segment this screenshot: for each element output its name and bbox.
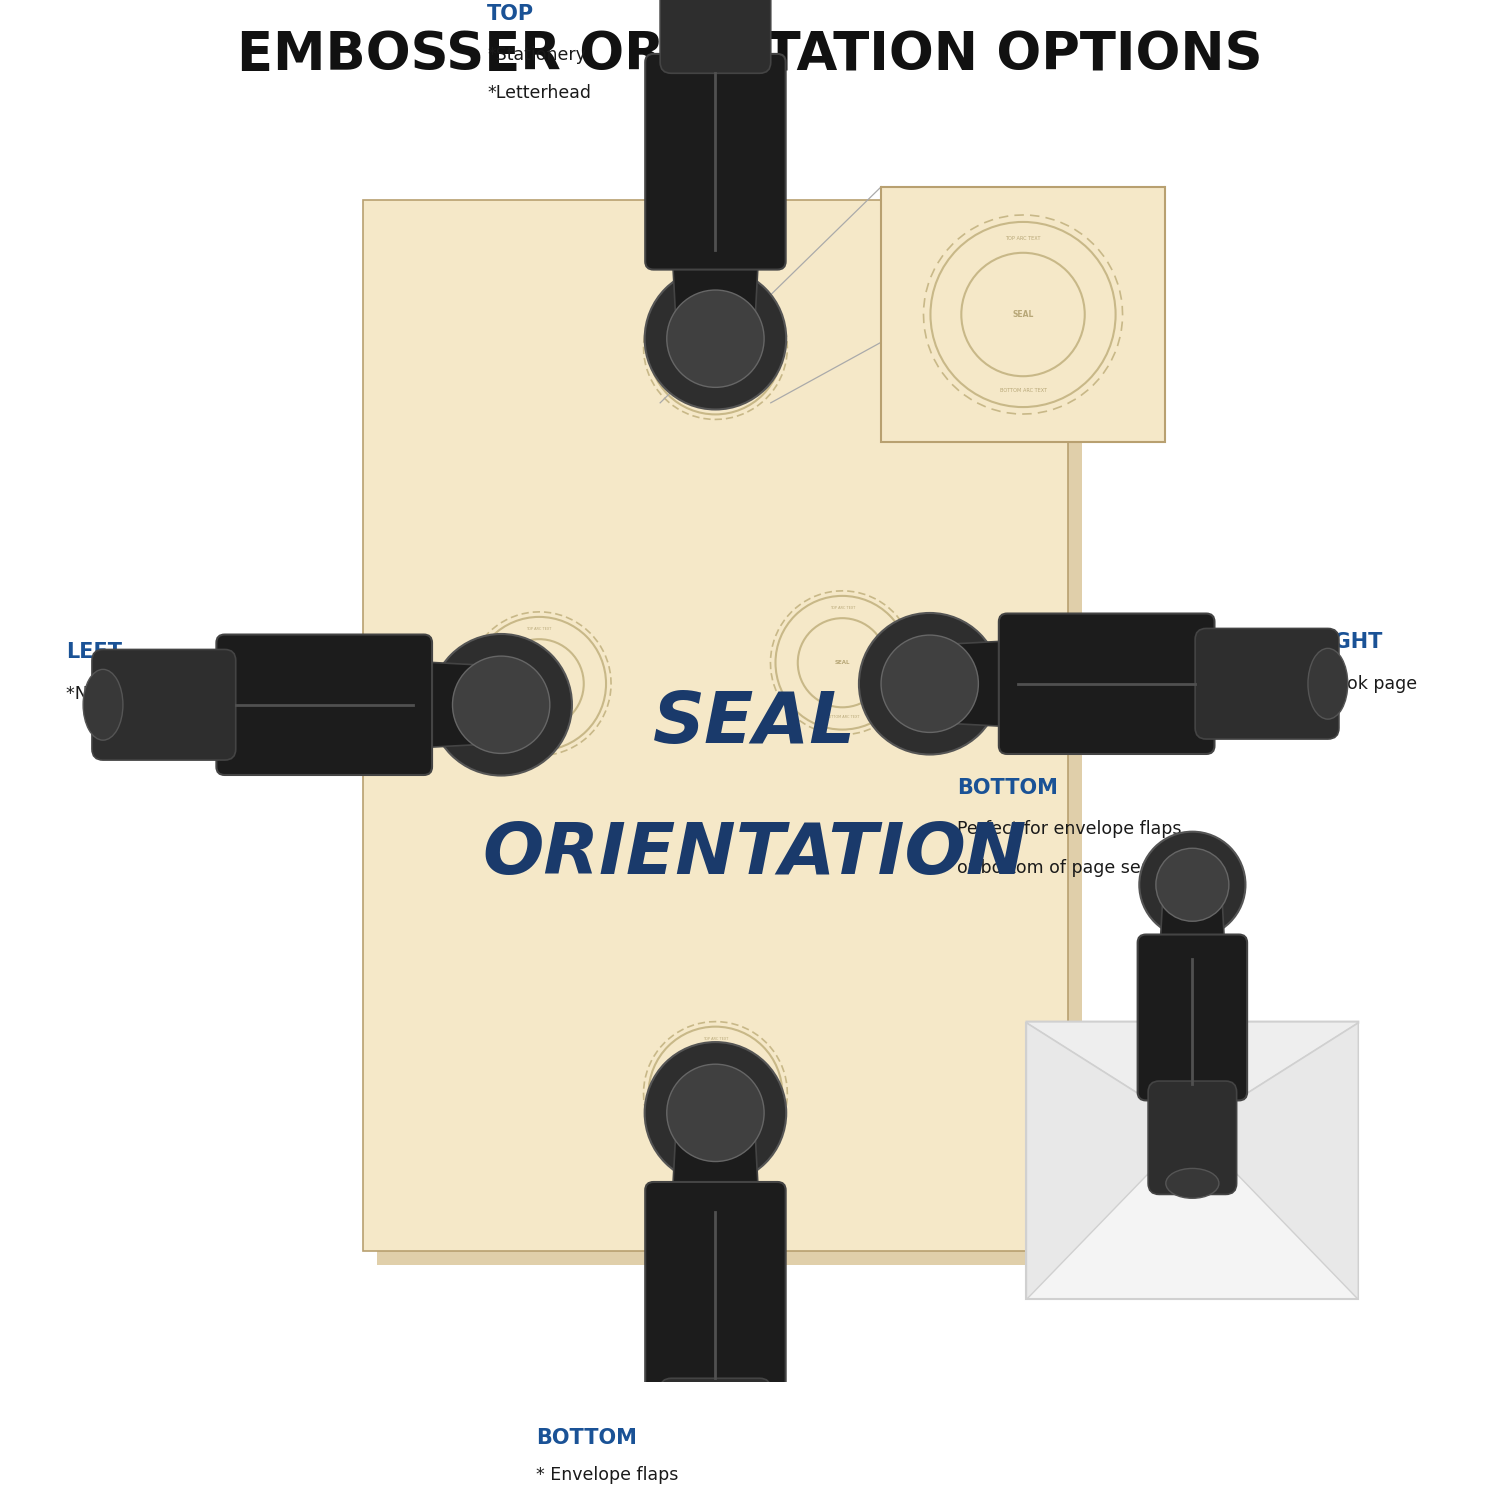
Text: BOTTOM ARC TEXT: BOTTOM ARC TEXT	[999, 387, 1047, 393]
Ellipse shape	[82, 669, 123, 740]
Polygon shape	[1026, 1022, 1359, 1128]
FancyBboxPatch shape	[660, 1378, 771, 1500]
FancyBboxPatch shape	[1148, 1082, 1236, 1194]
Text: RIGHT: RIGHT	[1310, 633, 1383, 652]
Text: TOP ARC TEXT: TOP ARC TEXT	[1005, 237, 1041, 242]
Ellipse shape	[1308, 648, 1348, 718]
Circle shape	[430, 634, 572, 776]
FancyBboxPatch shape	[660, 0, 771, 74]
Circle shape	[859, 614, 1000, 754]
FancyBboxPatch shape	[645, 1182, 786, 1398]
Text: *Not Common: *Not Common	[66, 684, 189, 702]
Circle shape	[1140, 831, 1245, 938]
Text: BOTTOM ARC TEXT: BOTTOM ARC TEXT	[825, 716, 860, 720]
Polygon shape	[668, 1136, 764, 1300]
Text: SEAL: SEAL	[652, 688, 856, 758]
Ellipse shape	[680, 1491, 752, 1500]
Polygon shape	[314, 656, 478, 753]
Text: SEAL: SEAL	[834, 660, 850, 664]
Text: * Book page: * Book page	[1310, 675, 1418, 693]
Text: BOTTOM: BOTTOM	[957, 778, 1058, 798]
Text: ORIENTATION: ORIENTATION	[482, 821, 1026, 890]
Text: BOTTOM: BOTTOM	[536, 1428, 636, 1448]
Text: TOP: TOP	[488, 4, 534, 24]
Text: *Letterhead: *Letterhead	[488, 84, 591, 102]
Text: TOP ARC TEXT: TOP ARC TEXT	[704, 1036, 728, 1041]
Text: SEAL: SEAL	[708, 1090, 723, 1096]
Text: TOP ARC TEXT: TOP ARC TEXT	[704, 291, 728, 296]
Text: SEAL: SEAL	[531, 681, 548, 686]
Polygon shape	[952, 634, 1118, 732]
Circle shape	[880, 634, 978, 732]
FancyBboxPatch shape	[645, 54, 786, 270]
Text: * Envelope flaps: * Envelope flaps	[536, 1466, 678, 1484]
Text: TOP ARC TEXT: TOP ARC TEXT	[830, 606, 855, 610]
Circle shape	[668, 290, 764, 387]
FancyBboxPatch shape	[363, 201, 1068, 1251]
Text: SEAL: SEAL	[1188, 1118, 1197, 1122]
Polygon shape	[1156, 902, 1228, 1026]
FancyBboxPatch shape	[376, 214, 1082, 1264]
FancyBboxPatch shape	[1026, 1023, 1359, 1299]
Text: BOTTOM ARC TEXT: BOTTOM ARC TEXT	[522, 736, 556, 741]
Text: *Stationery: *Stationery	[488, 46, 586, 64]
FancyBboxPatch shape	[92, 650, 236, 760]
Polygon shape	[1026, 1128, 1359, 1174]
Text: or bottom of page seals: or bottom of page seals	[957, 859, 1166, 877]
Text: BOTTOM ARC TEXT: BOTTOM ARC TEXT	[699, 1146, 732, 1150]
FancyBboxPatch shape	[882, 186, 1164, 442]
Text: TOP ARC TEXT: TOP ARC TEXT	[526, 627, 552, 632]
Circle shape	[645, 268, 786, 410]
Polygon shape	[1192, 1023, 1359, 1299]
Circle shape	[645, 1042, 786, 1184]
Text: Perfect for envelope flaps: Perfect for envelope flaps	[957, 821, 1182, 839]
Polygon shape	[668, 150, 764, 316]
Text: SEAL: SEAL	[1013, 310, 1034, 320]
FancyBboxPatch shape	[1137, 934, 1246, 1101]
Circle shape	[668, 1064, 764, 1161]
Circle shape	[1156, 849, 1228, 921]
FancyBboxPatch shape	[999, 614, 1215, 754]
Polygon shape	[1026, 1023, 1192, 1299]
Ellipse shape	[1166, 1168, 1219, 1198]
Text: LEFT: LEFT	[66, 642, 122, 662]
Circle shape	[453, 656, 550, 753]
Text: EMBOSSER ORIENTATION OPTIONS: EMBOSSER ORIENTATION OPTIONS	[237, 30, 1263, 81]
Text: BOTTOM ARC TEXT: BOTTOM ARC TEXT	[699, 400, 732, 404]
FancyBboxPatch shape	[216, 634, 432, 776]
FancyBboxPatch shape	[1196, 628, 1340, 740]
Text: SEAL: SEAL	[708, 345, 723, 350]
